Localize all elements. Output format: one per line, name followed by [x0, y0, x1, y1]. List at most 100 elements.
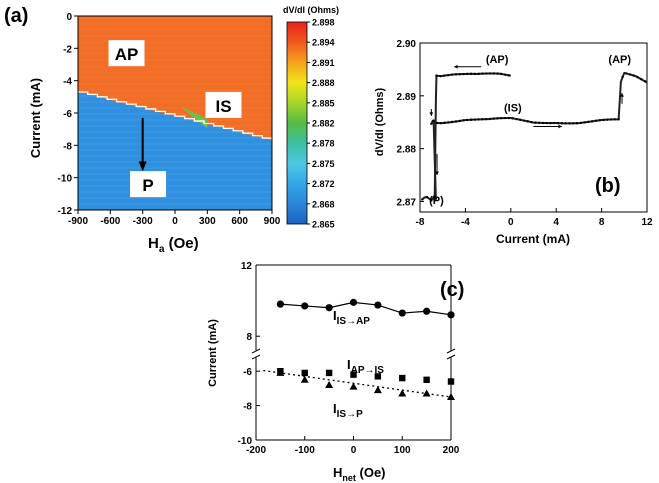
scatter-y-axis-label: Current (mA) — [207, 319, 219, 387]
data-point — [430, 122, 433, 126]
x-tick-label: 200 — [443, 445, 460, 456]
data-point — [643, 80, 647, 83]
line-annotation-ap-right: (AP) — [608, 54, 631, 66]
data-point — [458, 72, 461, 76]
data-point — [549, 121, 552, 125]
circle-marker — [301, 302, 309, 310]
data-point — [628, 73, 632, 76]
data-point — [534, 121, 537, 124]
x-tick-label: -4 — [461, 217, 470, 228]
data-point — [434, 197, 438, 200]
data-point — [430, 199, 433, 202]
triangle-marker — [422, 389, 431, 397]
circle-marker — [276, 300, 284, 308]
panel-a-label: (a) — [4, 5, 28, 27]
axis-break-mark — [251, 354, 261, 360]
data-point — [617, 118, 620, 121]
data-point — [492, 72, 495, 75]
square-marker — [301, 369, 308, 377]
data-point — [564, 122, 567, 125]
data-point — [469, 72, 473, 76]
y-tick-label: -8 — [63, 141, 72, 152]
data-point — [530, 120, 533, 124]
y-tick-label: -6 — [63, 109, 72, 120]
data-point — [466, 72, 469, 76]
x-tick-label: 600 — [231, 216, 248, 227]
data-point — [503, 73, 507, 76]
x-tick-label: 0 — [351, 445, 357, 456]
axis-break-mark — [446, 354, 456, 360]
data-point — [454, 73, 458, 76]
y-tick-label: 0 — [66, 12, 72, 23]
data-point — [436, 121, 439, 125]
colorbar-tick-label: 2.894 — [312, 38, 335, 48]
panel-c: (c) -200 -100 0 100 200 12 8 -6 -8 -10 IIS→AP IAP→I… — [207, 261, 464, 483]
arrow-is-right-head — [558, 124, 562, 129]
triangle-marker — [300, 375, 309, 383]
series-label-is-p: IIS→P — [333, 401, 363, 420]
colorbar-tick-label: 2.898 — [312, 18, 335, 28]
data-trace — [430, 71, 648, 125]
data-point — [541, 121, 545, 125]
y-tick-label: -10 — [238, 436, 253, 447]
y-tick-label: -12 — [58, 206, 73, 217]
square-marker — [447, 378, 455, 385]
circle-marker — [325, 304, 333, 312]
data-point — [462, 119, 465, 122]
square-marker — [350, 371, 357, 378]
data-point — [425, 195, 429, 199]
data-point — [602, 118, 605, 122]
data-point — [450, 120, 454, 124]
line-x-axis-label: Current (mA) — [496, 232, 570, 246]
data-point — [439, 121, 443, 125]
series-label-ap-is: IAP→IS — [347, 357, 384, 376]
y-tick-label: -8 — [243, 402, 252, 413]
data-point — [450, 73, 454, 76]
arrow-down-1-head — [429, 112, 434, 116]
colorbar-tick-label: 2.891 — [312, 58, 335, 68]
colorbar-tick-label: 2.888 — [312, 78, 335, 88]
data-point — [590, 120, 594, 123]
triangle-marker — [447, 393, 455, 400]
data-point — [572, 122, 575, 125]
data-point — [481, 72, 484, 75]
colorbar-tick-label: 2.885 — [312, 98, 335, 108]
data-point — [575, 122, 579, 125]
colorbar-tick-label: 2.865 — [312, 220, 335, 230]
data-point — [583, 121, 586, 124]
triangle-marker — [398, 389, 407, 397]
line-annotation-p: (P) — [429, 195, 444, 207]
data-point — [458, 119, 461, 123]
triangle-marker — [325, 380, 334, 388]
colorbar-tick-label: 2.868 — [312, 199, 335, 209]
data-point — [454, 120, 458, 123]
data-point — [500, 72, 503, 76]
y-tick-label: 12 — [241, 261, 253, 272]
triangle-marker — [349, 382, 358, 390]
data-point — [606, 118, 609, 121]
heatmap-annotation-p: P — [142, 176, 153, 195]
x-tick-label: 900 — [264, 216, 281, 227]
data-point — [609, 118, 613, 121]
data-point — [435, 74, 438, 77]
series-label-is-ap: IIS→AP — [333, 308, 370, 327]
data-point — [443, 74, 446, 77]
data-point — [568, 122, 571, 125]
circle-marker — [349, 298, 358, 306]
scatter-plot: -200 -100 0 100 200 12 8 -6 -8 -10 IIS→AP IAP→IS IIS… — [238, 261, 460, 456]
x-tick-label: 100 — [394, 445, 411, 456]
data-point — [594, 119, 598, 122]
data-point — [488, 117, 492, 121]
arrow-up-head — [620, 93, 624, 97]
series-line-0 — [280, 301, 452, 316]
data-point — [477, 72, 480, 76]
y-tick-label: -4 — [63, 77, 72, 88]
square-marker — [374, 373, 382, 380]
line-annotation-is: (IS) — [504, 103, 522, 115]
data-point — [515, 117, 518, 121]
heatmap-x-axis-label: Ha (Oe) — [148, 235, 199, 255]
x-tick-label: 0 — [172, 216, 178, 227]
is-region — [180, 106, 208, 129]
data-point — [556, 121, 560, 125]
data-point — [500, 116, 503, 120]
